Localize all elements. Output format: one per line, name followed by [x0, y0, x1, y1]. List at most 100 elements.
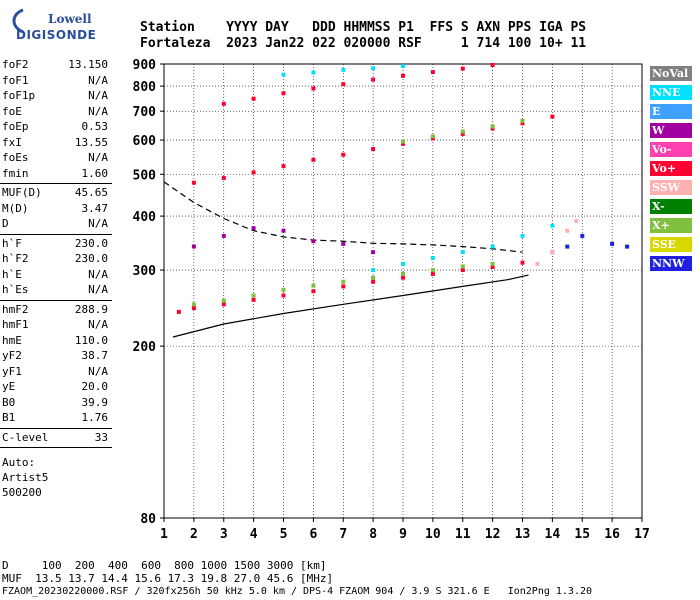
param-label: B1 — [2, 411, 16, 424]
param-value: 38.7 — [81, 349, 109, 362]
data-point-vo-3rd-hop — [221, 101, 226, 106]
param-row-md: M(D) 3.47 — [2, 202, 108, 215]
data-point-nne — [550, 223, 555, 228]
data-point-w — [191, 244, 196, 249]
header-labels: Station YYYY DAY DDD HHMMSS P1 FFS S AXN… — [140, 20, 587, 35]
logo-line2: DIGISONDE — [16, 28, 97, 42]
y-tick-label: 500 — [133, 168, 157, 183]
profile-solid-line — [172, 274, 529, 338]
x-tick-label: 7 — [339, 527, 347, 542]
param-separator — [0, 427, 112, 429]
footer-distance: D 100 200 400 600 800 1000 1500 3000 [km… — [2, 559, 327, 572]
logo-line1: Lowell — [48, 12, 92, 26]
data-point-vo-3rd-hop — [281, 91, 286, 96]
param-value: N/A — [88, 89, 108, 102]
param-value: 3.47 — [81, 201, 109, 215]
param-label: foE — [2, 104, 22, 118]
param-value: 13.55 — [74, 135, 108, 149]
y-tick-label: 700 — [133, 105, 157, 120]
data-point-vo-3rd-hop — [401, 73, 405, 78]
param-label: D — [2, 217, 9, 230]
x-tick-label: 15 — [574, 527, 590, 542]
data-point-w — [311, 239, 316, 244]
legend-item-nne: NNE — [650, 85, 692, 100]
data-point-nne-3rd-hop — [371, 66, 376, 71]
y-tick-label: 600 — [133, 134, 157, 149]
logo-arc-icon — [12, 8, 24, 34]
param-label: hmF2 — [2, 302, 29, 316]
x-tick-label: 1 — [160, 527, 168, 542]
param-label: fmin — [2, 166, 29, 180]
data-point-vo — [281, 293, 286, 298]
x-tick-label: 16 — [604, 527, 620, 542]
data-point-nne — [371, 268, 376, 273]
x-tick-label: 11 — [455, 527, 471, 542]
param-row-foep: foEp 0.53 — [2, 120, 108, 133]
param-row-fmin: fmin 1.60 — [2, 167, 108, 180]
param-label: MUF(D) — [2, 186, 42, 199]
param-row-fof1: foF1 N/A — [2, 74, 108, 87]
data-point-ssw — [574, 218, 579, 223]
data-point-nnw — [625, 244, 630, 249]
data-point-vo-2nd-hop — [251, 170, 256, 175]
param-separator — [0, 233, 112, 235]
param-label: foEp — [2, 120, 29, 133]
data-point-x-2nd-hop — [490, 124, 495, 129]
param-row-foes: foEs N/A — [2, 151, 108, 164]
auto-line1: Auto: — [2, 456, 36, 469]
param-row-b1: B1 1.76 — [2, 411, 108, 424]
data-point-x — [221, 298, 226, 303]
legend-item-vo: Vo+ — [650, 161, 692, 176]
param-label: M(D) — [2, 201, 29, 215]
profile-dashed-line — [163, 181, 523, 253]
data-point-w — [281, 228, 286, 233]
data-point-vo — [191, 306, 196, 311]
data-point-nne — [401, 261, 405, 266]
data-point-vo-2nd-hop — [550, 114, 555, 119]
y-tick-label: 900 — [133, 58, 157, 73]
data-point-vo — [221, 302, 226, 307]
legend-item-x: X- — [650, 199, 692, 214]
data-point-vo-3rd-hop — [460, 66, 465, 71]
param-row-he: h`E N/A — [2, 268, 108, 281]
y-tick-label: 300 — [133, 264, 157, 279]
param-label: h`E — [2, 267, 22, 281]
param-value: 0.53 — [81, 120, 109, 133]
param-value: 13.150 — [68, 58, 108, 71]
x-tick-label: 2 — [190, 527, 198, 542]
param-value: 1.60 — [81, 166, 109, 180]
param-row-mufd: MUF(D) 45.65 — [2, 186, 108, 199]
param-separator — [0, 183, 112, 184]
x-tick-label: 3 — [220, 527, 228, 542]
data-point-w — [341, 241, 346, 246]
param-row-clevel: C-level 33 — [2, 431, 108, 444]
data-point-x — [281, 287, 286, 292]
data-point-vo — [251, 297, 256, 302]
ionogram-chart: 1 2 3 4 5 6 7 8 9 10 11 12 13 14 15 16 17802003004005006… — [133, 58, 650, 542]
x-tick-label: 10 — [425, 527, 441, 542]
param-label: B0 — [2, 395, 16, 409]
param-value: 110.0 — [74, 333, 108, 347]
param-row-b0: B0 39.9 — [2, 396, 108, 409]
data-point-vo-3rd-hop — [311, 86, 316, 91]
param-value: 20.0 — [81, 380, 109, 393]
data-point-nne-3rd-hop — [281, 72, 286, 77]
param-value: N/A — [88, 104, 108, 118]
legend-item-ssw: SSW — [650, 180, 692, 195]
y-tick-label: 400 — [133, 210, 157, 225]
param-row-hf: h`F 230.0 — [2, 237, 108, 250]
x-tick-label: 17 — [634, 527, 650, 542]
data-point-vo-2nd-hop — [520, 121, 525, 126]
param-label: foF1 — [2, 73, 29, 87]
param-value: 33 — [94, 430, 108, 444]
param-value: N/A — [88, 283, 108, 296]
data-point-nne — [460, 250, 465, 255]
data-point-nnw — [580, 233, 585, 238]
param-value: 45.65 — [74, 186, 108, 199]
data-point-nnw — [565, 244, 570, 249]
param-separator — [0, 447, 112, 448]
data-point-vo-2nd-hop — [191, 180, 196, 185]
data-point-vo-2nd-hop — [281, 164, 286, 169]
x-tick-label: 4 — [250, 527, 258, 542]
footer-muf: MUF 13.5 13.7 14.4 15.6 17.3 19.8 27.0 4… — [2, 572, 334, 585]
